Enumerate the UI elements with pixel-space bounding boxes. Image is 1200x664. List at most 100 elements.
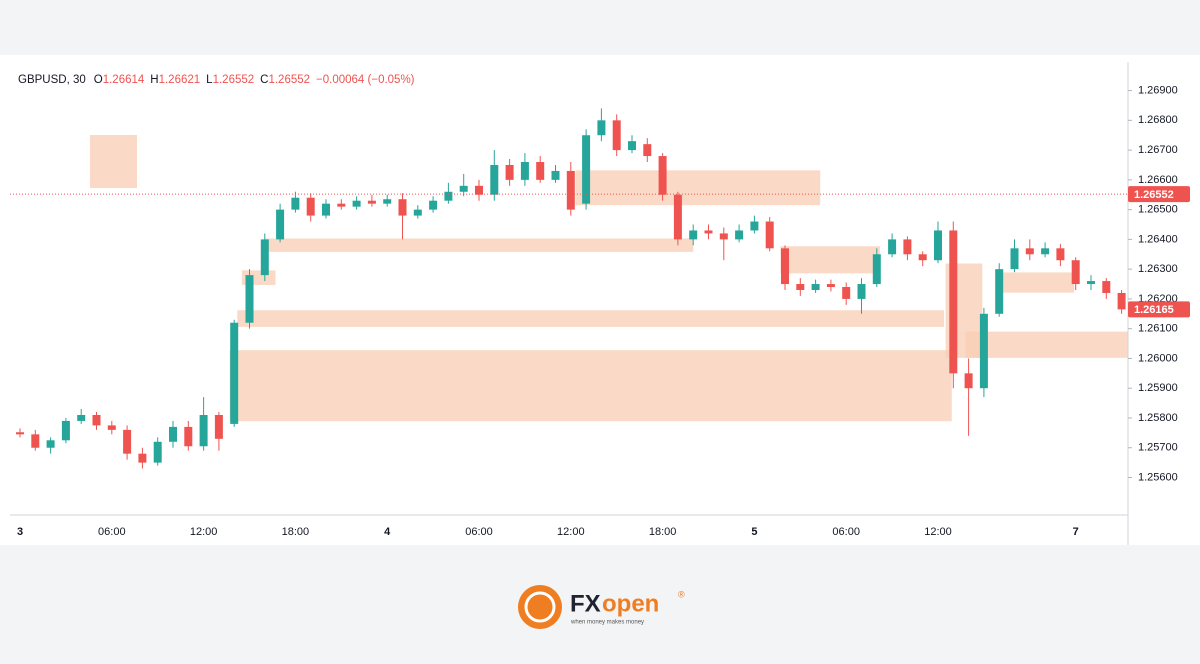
candle-body <box>383 199 392 204</box>
candle-body <box>949 230 958 374</box>
candle-body <box>413 209 422 216</box>
candle-body <box>1010 248 1019 270</box>
candle-body <box>918 254 927 261</box>
candle-body <box>551 170 560 180</box>
candle-body <box>566 170 575 210</box>
candle-body <box>1056 248 1065 261</box>
candle-body <box>872 254 881 285</box>
candle-body <box>689 230 698 240</box>
candle-body <box>673 194 682 240</box>
candle-body <box>857 284 866 299</box>
candle-body <box>214 414 223 439</box>
x-tick-label: 06:00 <box>98 526 126 538</box>
candle-body <box>811 284 820 290</box>
plot: 1.25600 1.25700 1.25800 1.25900 1.26000 1.261… <box>10 84 1190 538</box>
candle-body <box>735 230 744 240</box>
price-tag <box>1128 186 1190 203</box>
price-tag <box>1128 301 1190 318</box>
candle-body <box>153 441 162 463</box>
y-tick-label: 1.26900 <box>1138 84 1178 96</box>
candle-body <box>245 275 254 323</box>
candle-body <box>138 453 147 463</box>
chart-header: GBPUSD, 30 O1.26614 H1.26621 L1.26552 C1.265… <box>18 74 415 86</box>
ohlc-value: 1.26621 <box>159 74 201 86</box>
candle-body <box>459 185 468 192</box>
x-tick-label: 06:00 <box>465 526 493 538</box>
y-tick-label: 1.26400 <box>1138 233 1178 245</box>
x-tick-label: 06:00 <box>832 526 860 538</box>
candle-body <box>505 164 514 180</box>
candle-body <box>979 313 988 389</box>
fvg-zone <box>965 331 1128 358</box>
logo-fx: FX <box>570 590 601 617</box>
logo: FX open ® when money makes money <box>518 585 685 629</box>
candle-body <box>1071 260 1080 285</box>
logo-icon-ring <box>524 591 556 623</box>
symbol: GBPUSD, 30 <box>18 74 86 86</box>
candle-body <box>398 199 407 216</box>
y-tick-label: 1.25800 <box>1138 412 1178 424</box>
logo-tagline: when money makes money <box>570 620 644 626</box>
candle-body <box>490 164 499 195</box>
ohlc-value: 1.26552 <box>268 74 310 86</box>
candle-body <box>337 203 346 207</box>
candle-body <box>77 414 86 421</box>
candle-body <box>475 185 483 195</box>
candle-body <box>1087 281 1095 285</box>
candle-body <box>230 322 239 424</box>
ohlc-key: L <box>206 74 213 86</box>
candle-body <box>123 429 132 454</box>
candle-body <box>367 200 376 204</box>
x-tick-label: 5 <box>751 526 757 538</box>
candle-body <box>429 200 438 210</box>
candle-body <box>444 191 453 201</box>
candle-body <box>46 440 55 448</box>
candle-body <box>964 373 973 389</box>
candle-body <box>107 425 116 430</box>
logo-icon <box>518 585 562 629</box>
x-tick-label: 18:00 <box>282 526 310 538</box>
y-tick-label: 1.26300 <box>1138 263 1178 275</box>
candle-body <box>995 269 1004 314</box>
candle-body <box>842 287 851 299</box>
candle-body <box>612 120 621 151</box>
y-tick-label: 1.25700 <box>1138 442 1178 454</box>
candle-body <box>903 239 912 255</box>
fvg-zone <box>237 310 945 327</box>
fvg-zone <box>780 246 880 274</box>
logo-registered: ® <box>678 589 685 599</box>
candle-body <box>61 420 70 441</box>
price-tag-label: 1.26552 <box>1134 189 1174 201</box>
y-tick-label: 1.26100 <box>1138 323 1178 335</box>
candle-body <box>16 432 24 435</box>
fvg-zone <box>264 238 694 252</box>
x-tick-label: 12:00 <box>924 526 952 538</box>
ohlc-key: H <box>150 74 158 86</box>
candle-body <box>888 239 897 255</box>
change: −0.00064 (−0.05%) <box>316 74 415 86</box>
x-tick-label: 12:00 <box>190 526 218 538</box>
candle-body <box>1041 248 1050 255</box>
candle-body <box>352 200 361 207</box>
candle-body <box>582 135 591 204</box>
candle-body <box>1117 292 1126 310</box>
candle-body <box>169 426 177 442</box>
x-tick-label: 18:00 <box>649 526 677 538</box>
candle-body <box>1102 281 1111 293</box>
candle-body <box>704 230 713 234</box>
candle-body <box>291 197 300 210</box>
candle-body <box>628 141 636 151</box>
candle-body <box>658 156 667 195</box>
candle-body <box>520 162 529 180</box>
y-tick-label: 1.26700 <box>1138 144 1178 156</box>
candle-body <box>31 434 40 448</box>
candle-body <box>199 414 208 447</box>
candle-body <box>597 120 606 136</box>
ohlc-key: C <box>260 74 268 86</box>
candle-body <box>719 233 728 240</box>
candle-body <box>92 414 101 426</box>
ohlc-key: O <box>94 74 103 86</box>
candle-body <box>1025 248 1034 255</box>
candle-body <box>934 230 942 261</box>
